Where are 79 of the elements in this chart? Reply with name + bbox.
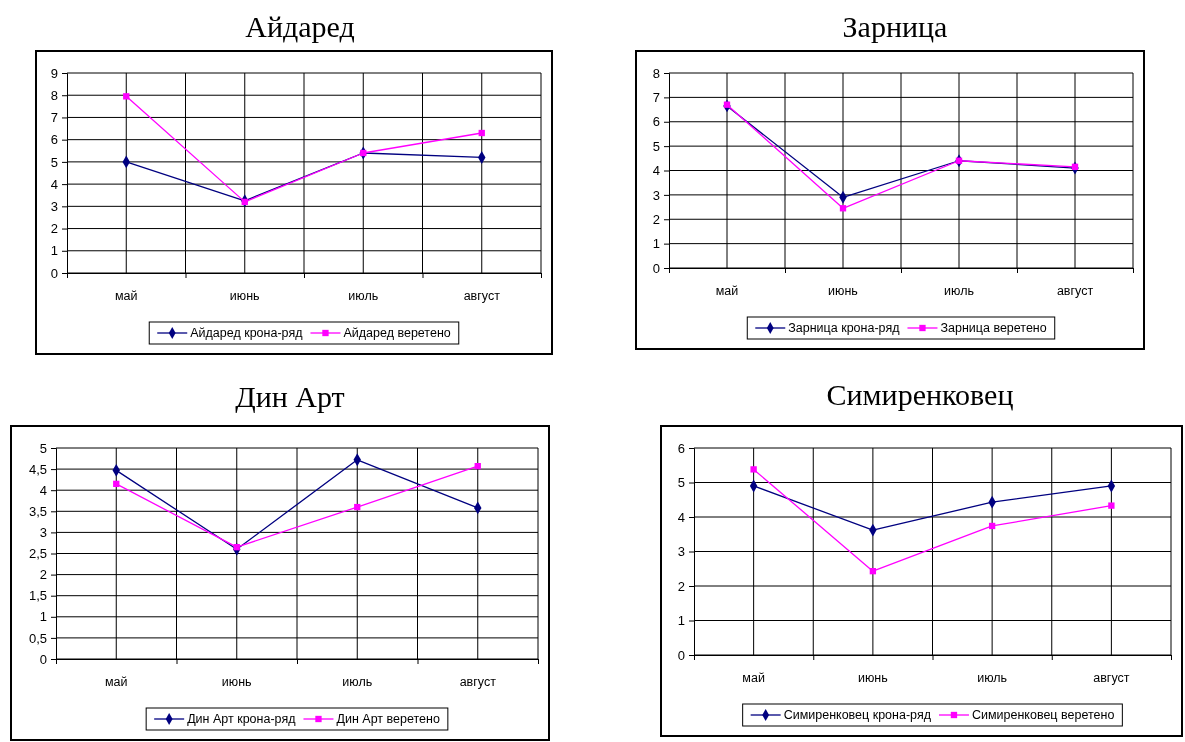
y-tick-label: 8 — [652, 65, 660, 81]
y-tick-label: 6 — [50, 132, 58, 148]
y-tick-label: 7 — [652, 90, 660, 106]
x-tick-label: май — [742, 671, 765, 685]
x-tick-label: июнь — [221, 675, 252, 689]
x-tick-label: июнь — [229, 289, 260, 303]
y-tick-label: 3 — [677, 544, 685, 560]
x-tick-label: май — [715, 284, 739, 298]
legend-label: Зарница крона-ряд — [788, 321, 901, 335]
legend-label: Симиренковец крона-ряд — [783, 708, 932, 722]
point — [869, 568, 877, 575]
y-tick-label: 0 — [677, 647, 685, 663]
y-tick-label: 9 — [50, 65, 58, 81]
y-tick-label: 4 — [39, 482, 47, 498]
y-tick-label: 2 — [677, 578, 685, 594]
point — [750, 466, 757, 473]
point — [123, 93, 130, 100]
point — [113, 480, 120, 488]
x-tick-label: август — [463, 289, 501, 303]
y-tick-label: 5 — [50, 154, 58, 170]
y-tick-label: 1 — [39, 609, 47, 625]
y-tick-label: 7 — [50, 110, 58, 126]
x-tick-label: август — [1056, 284, 1094, 298]
y-tick-label: 0 — [50, 265, 58, 281]
y-tick-label: 0,5 — [28, 630, 47, 646]
legend-label: Айдаред крона-ряд — [190, 326, 304, 340]
chart-title: Дин Арт — [234, 380, 346, 414]
y-tick-label: 1 — [677, 613, 685, 629]
x-tick-label: июнь — [828, 284, 858, 298]
point — [988, 522, 996, 530]
point — [478, 129, 485, 137]
y-tick-label: 4 — [652, 163, 660, 179]
x-tick-label: май — [104, 675, 128, 689]
y-tick-label: 4,5 — [28, 461, 47, 477]
y-tick-label: 5 — [39, 440, 47, 456]
y-tick-label: 8 — [50, 87, 58, 103]
y-tick-label: 4 — [677, 509, 685, 525]
point — [1108, 502, 1115, 509]
legend-label: Дин Арт веретено — [336, 712, 440, 726]
legend-label: Зарница веретено — [940, 321, 1047, 335]
y-tick-label: 1 — [652, 236, 660, 252]
y-tick-label: 4 — [50, 176, 58, 192]
y-tick-label: 6 — [677, 440, 685, 456]
point — [839, 205, 847, 212]
chart-title: Симиренковец — [825, 378, 1015, 412]
point — [241, 198, 248, 206]
y-tick-label: 0 — [39, 651, 47, 667]
legend-label: Симиренковец веретено — [971, 708, 1115, 722]
y-tick-label: 5 — [677, 475, 685, 491]
y-tick-label: 3 — [39, 525, 47, 541]
y-tick-label: 3 — [652, 187, 660, 203]
y-tick-label: 2 — [652, 211, 660, 227]
y-tick-label: 0 — [652, 260, 660, 276]
chart-title: Айдаред — [244, 10, 356, 44]
y-tick-label: 1,5 — [28, 588, 47, 604]
point — [1071, 163, 1079, 171]
y-tick-label: 3,5 — [28, 503, 47, 519]
point — [474, 462, 481, 470]
point — [955, 157, 963, 164]
x-tick-label: июль — [944, 284, 974, 298]
y-tick-label: 2,5 — [28, 546, 47, 562]
y-tick-label: 3 — [50, 198, 58, 214]
chart-title: Зарница — [841, 10, 949, 44]
y-tick-label: 2 — [50, 221, 58, 237]
x-tick-label: август — [459, 675, 497, 689]
legend-label: Дин Арт крона-ряд — [187, 712, 297, 726]
point — [354, 503, 361, 511]
x-tick-label: июль — [342, 675, 373, 689]
x-tick-label: август — [1093, 671, 1130, 685]
y-tick-label: 6 — [652, 114, 660, 130]
x-tick-label: июль — [977, 671, 1008, 685]
y-tick-label: 5 — [652, 138, 660, 154]
point — [723, 101, 731, 108]
x-tick-label: июль — [348, 289, 379, 303]
y-tick-label: 1 — [50, 243, 58, 259]
x-tick-label: май — [114, 289, 138, 303]
legend-label: Айдаред веретено — [343, 326, 451, 340]
x-tick-label: июнь — [857, 671, 888, 685]
y-tick-label: 2 — [39, 567, 47, 583]
